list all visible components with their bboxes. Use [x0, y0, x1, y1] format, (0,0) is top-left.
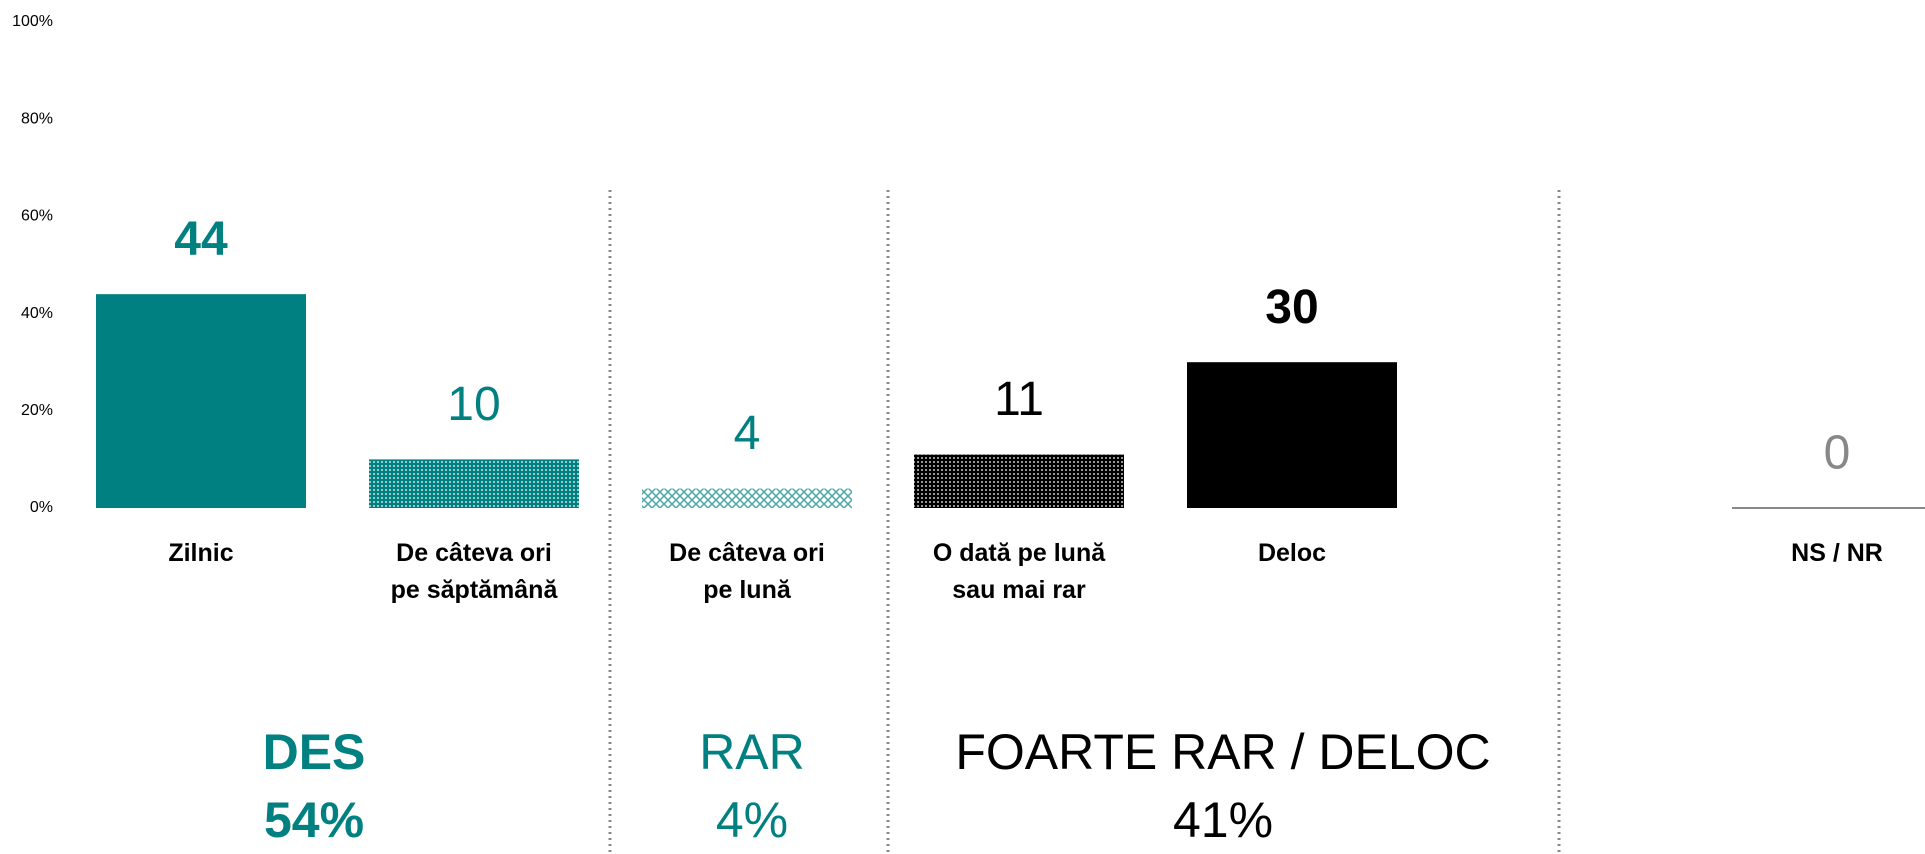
- group-label: DES: [263, 724, 366, 780]
- value-label: 44: [174, 213, 228, 266]
- value-label: 11: [994, 373, 1044, 426]
- value-label: 0: [1824, 427, 1851, 480]
- y-tick-label: 60%: [21, 208, 53, 225]
- x-tick-label: De câteva ori pe săptămână: [391, 539, 559, 604]
- value-label: 4: [734, 407, 761, 460]
- y-tick-label: 100%: [12, 13, 53, 30]
- group-share: 41%: [1173, 792, 1273, 848]
- x-tick-label: NS / NR: [1791, 539, 1883, 567]
- y-tick-label: 20%: [21, 402, 53, 419]
- group-share: 54%: [264, 792, 364, 848]
- group-label: RAR: [699, 724, 805, 780]
- y-tick-label: 0%: [30, 499, 53, 516]
- x-tick-label: Zilnic: [168, 539, 233, 567]
- group-label: FOARTE RAR / DELOC: [955, 724, 1490, 780]
- x-tick-label: De câteva ori pe lună: [669, 539, 825, 604]
- group-share: 4%: [716, 792, 788, 848]
- bar: [96, 294, 306, 508]
- y-tick-label: 80%: [21, 110, 53, 127]
- x-tick-label: Deloc: [1258, 539, 1326, 567]
- x-tick-label: O dată pe lună sau mai rar: [933, 539, 1106, 604]
- value-label: 10: [447, 378, 500, 431]
- bar: [642, 488, 852, 508]
- bar: [1187, 362, 1397, 508]
- bar: [914, 454, 1124, 508]
- value-label: 30: [1265, 281, 1318, 334]
- y-tick-label: 40%: [21, 305, 53, 322]
- bar: [369, 459, 579, 508]
